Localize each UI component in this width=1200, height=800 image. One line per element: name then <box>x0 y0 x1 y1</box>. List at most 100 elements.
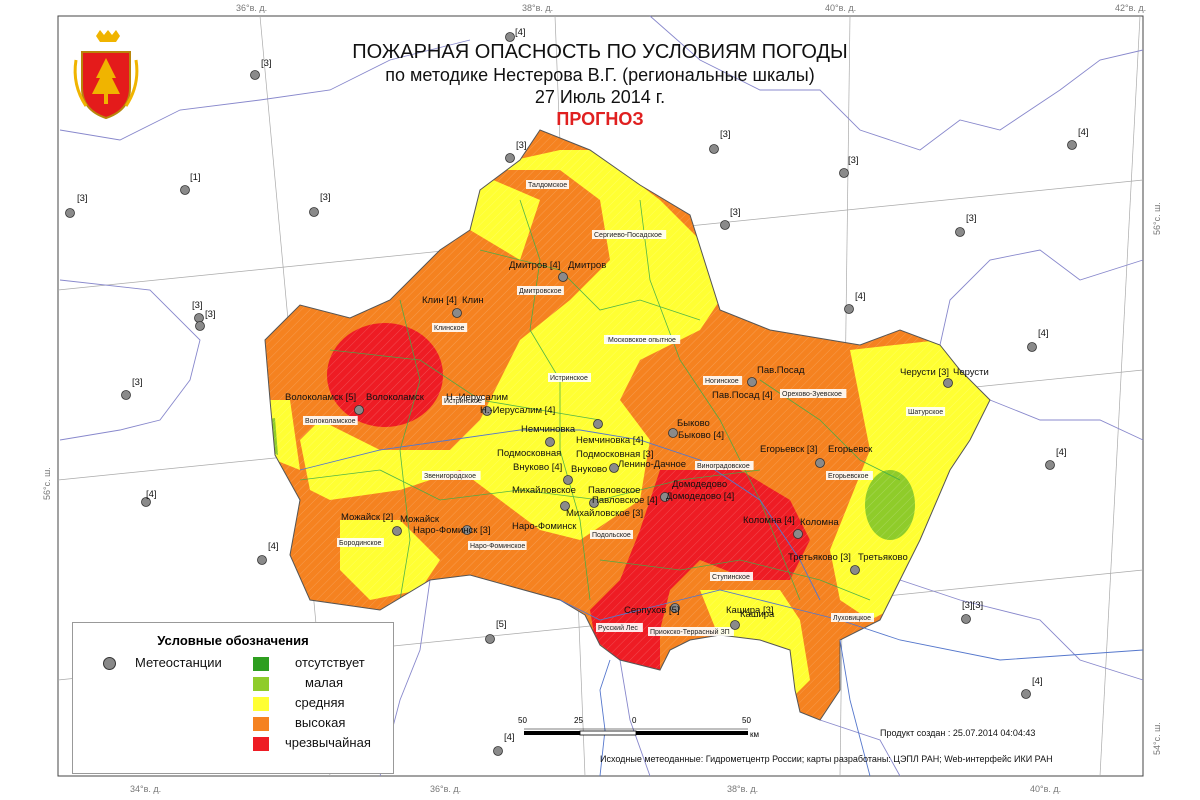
svg-text:Шатурское: Шатурское <box>908 409 943 416</box>
station-marker <box>943 378 953 388</box>
outside-station-marker <box>257 555 267 565</box>
outside-station-label: [4] <box>855 291 866 302</box>
svg-text:Наро-Фоминское: Наро-Фоминское <box>470 543 525 550</box>
legend-swatch-low <box>253 677 269 691</box>
station-label-secondary: Павловское [4] <box>592 495 658 506</box>
outside-station-label: [4] <box>268 541 279 552</box>
outside-station-label: [1] <box>190 172 201 183</box>
station-label-secondary: Дмитров <box>568 260 606 271</box>
district-label: Орехово-Зуевское <box>780 389 847 398</box>
station-label: Пав.Посад <box>757 365 805 376</box>
outside-station-marker <box>505 32 515 42</box>
station-label-secondary: Егорьевск <box>828 444 873 455</box>
outside-station-marker <box>1021 689 1031 699</box>
district-label: Шатурское <box>906 407 946 416</box>
outside-station-label: [3] <box>192 300 203 311</box>
rivers <box>299 429 1144 777</box>
svg-text:Луховицкое: Луховицкое <box>833 615 871 622</box>
station-marker <box>354 405 364 415</box>
outside-station-label: [3] <box>261 58 272 69</box>
district-label: Егорьевское <box>826 471 873 480</box>
station-marker <box>545 437 555 447</box>
station-label-secondary: Коломна <box>800 517 839 528</box>
svg-text:Клинское: Клинское <box>434 325 464 332</box>
title-forecast: ПРОГНОЗ <box>556 109 644 129</box>
svg-text:Звенигородское: Звенигородское <box>424 473 476 480</box>
station-marker <box>730 620 740 630</box>
lat-label-left: 56°с. ш. <box>42 467 52 500</box>
district-label: Звенигородское <box>422 471 481 480</box>
outside-station-label: [3] <box>320 192 331 203</box>
outside-station-label: [4] <box>146 489 157 500</box>
station-label: Волоколамск [5] <box>285 392 356 403</box>
outside-station-label: [3] <box>720 129 731 140</box>
svg-text:Бородинское: Бородинское <box>339 540 382 547</box>
title-date: 27 Июль 2014 г. <box>534 87 666 107</box>
station-label: Михайловское <box>512 485 576 496</box>
outside-station-marker <box>180 185 190 195</box>
station-label: Черусти [3] <box>900 367 949 378</box>
outside-station-marker <box>839 168 849 178</box>
legend-title: Условные обозначения <box>157 633 309 648</box>
svg-text:Дмитровское: Дмитровское <box>519 288 562 295</box>
svg-text:Волоколамское: Волоколамское <box>305 418 356 425</box>
created-timestamp: Продукт создан : 25.07.2014 04:04:43 <box>880 728 1036 738</box>
legend-label-low: малая <box>305 675 344 690</box>
station-marker <box>670 603 680 613</box>
station-label-secondary: Домодедово [4] <box>666 491 734 502</box>
station-label-secondary: Н.-Иерусалим [4] <box>480 405 555 416</box>
station-symbol-icon <box>103 657 116 670</box>
outside-station-marker <box>505 153 515 163</box>
station-label: Подмосковная <box>497 448 561 459</box>
district-label: Волоколамское <box>303 416 358 425</box>
district-label: Ступинское <box>710 572 753 581</box>
outside-station-marker <box>121 390 131 400</box>
district-label: Дмитровское <box>517 286 564 295</box>
outside-station-label: [3] <box>966 213 977 224</box>
outside-station-label: [3][3] <box>962 600 983 611</box>
station-marker <box>452 308 462 318</box>
outside-station-label: [4] <box>515 27 526 38</box>
station-marker <box>593 419 603 429</box>
map-title: ПОЖАРНАЯ ОПАСНОСТЬ ПО УСЛОВИЯМ ПОГОДЫ по… <box>300 40 900 130</box>
district-label: Приокско-Террасный ЗП <box>648 627 734 636</box>
lon-label-bottom: 34°в. д. <box>130 784 161 794</box>
outside-station-marker <box>485 634 495 644</box>
station-marker <box>815 458 825 468</box>
lat-label-right: 56°с. ш. <box>1152 202 1162 235</box>
outside-station-label: [3] <box>730 207 741 218</box>
station-label: Дмитров [4] <box>509 260 560 271</box>
svg-text:Русский Лес: Русский Лес <box>598 624 638 632</box>
scale-label: 50 <box>518 716 527 725</box>
outside-station-label: [4] <box>1038 328 1049 339</box>
station-label-secondary: Немчиновка [4] <box>576 435 643 446</box>
title-line-2: по методике Нестерова В.Г. (региональные… <box>385 65 815 85</box>
station-label-secondary: Подмосковная [3] <box>576 449 653 460</box>
lon-label-top: 42°в. д. <box>1115 3 1146 13</box>
station-label-secondary: Кашира <box>740 609 775 620</box>
station-marker <box>660 492 670 502</box>
station-label-secondary: Черусти <box>953 367 989 378</box>
svg-text:Приокско-Террасный ЗП: Приокско-Террасный ЗП <box>650 628 730 636</box>
station-marker <box>392 526 402 536</box>
lon-label-top: 40°в. д. <box>825 3 856 13</box>
station-marker <box>558 272 568 282</box>
outside-station-marker <box>709 144 719 154</box>
station-marker <box>609 463 619 473</box>
district-label: Истринское <box>548 373 591 382</box>
outside-station-marker <box>65 208 75 218</box>
station-label-secondary: Третьяково <box>858 552 908 563</box>
outside-station-marker <box>493 746 503 756</box>
outside-station-marker <box>195 321 205 331</box>
district-label: Клинское <box>432 323 468 332</box>
station-label: Наро-Фоминск [3] <box>413 525 491 536</box>
outside-station-marker <box>250 70 260 80</box>
graticule-labels: 36°в. д. 38°в. д. 40°в. д. 42°в. д. 34°в… <box>42 3 1162 794</box>
district-label: Подольское <box>590 530 633 539</box>
outside-station-marker <box>955 227 965 237</box>
station-label: Павловское <box>588 485 640 496</box>
district-labels: Талдомское Сергиево-Посадское Дмитровское К… <box>303 180 946 636</box>
station-label: Серпухов [5] <box>624 605 680 616</box>
legend-label-none: отсутствует <box>295 655 365 670</box>
legend-swatch-extreme <box>253 737 269 751</box>
